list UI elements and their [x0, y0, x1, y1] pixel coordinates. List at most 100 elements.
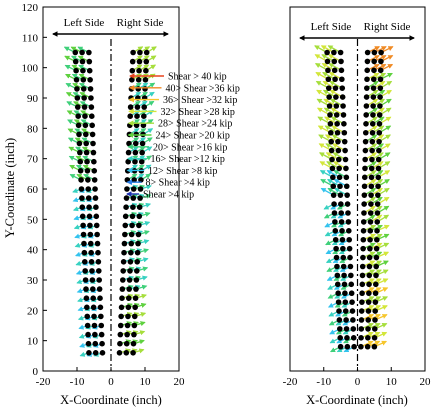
y-tick-label: 20	[27, 305, 39, 317]
fastener-dot	[138, 177, 144, 183]
fastener-dot	[129, 58, 136, 65]
fastener-dot	[80, 222, 86, 229]
fastener-dot	[363, 94, 370, 100]
fastener-dots-right	[324, 49, 384, 350]
fastener-dot	[135, 231, 142, 238]
fastener-dot	[324, 58, 331, 65]
x-tick-label: 0	[355, 376, 361, 388]
fastener-dot	[377, 67, 384, 74]
fastener-dot	[124, 186, 130, 192]
fastener-dot	[80, 86, 87, 92]
fastener-dot	[342, 308, 349, 314]
fastener-dot	[97, 304, 104, 311]
fastener-dot	[121, 240, 128, 247]
fastener-dot	[137, 195, 143, 201]
fastener-dot	[358, 326, 365, 332]
fastener-dot	[83, 140, 90, 147]
fastener-dot	[374, 236, 380, 243]
fastener-dot	[129, 77, 135, 83]
fastener-dot	[367, 219, 374, 225]
fastener-dot	[369, 147, 375, 154]
fastener-dot	[339, 228, 345, 234]
fastener-dot	[365, 335, 371, 341]
fastener-dot	[122, 222, 129, 229]
fastener-dot	[128, 86, 135, 92]
fastener-dot	[131, 331, 137, 338]
fastener-dot	[73, 77, 80, 83]
fastener-dot	[344, 343, 351, 350]
fastener-dot	[88, 259, 95, 265]
fastener-dot	[98, 313, 104, 320]
fastener-dot	[87, 222, 93, 229]
fastener-dot	[366, 272, 373, 279]
fastener-dot	[368, 201, 374, 207]
fastener-dot	[368, 183, 375, 190]
fastener-dot	[346, 245, 353, 252]
fastener-dot	[139, 149, 145, 156]
fastener-dot	[339, 76, 345, 83]
fastener-dot	[361, 174, 368, 181]
fastener-dot	[371, 67, 377, 74]
fastener-dot	[128, 249, 134, 256]
x-tick-label: -20	[283, 376, 298, 388]
fastener-dot	[343, 174, 350, 181]
fastener-dot	[349, 299, 355, 305]
fastener-dot	[80, 231, 87, 238]
fastener-dot	[339, 85, 346, 91]
fastener-dot	[96, 286, 103, 292]
fastener-dot	[369, 129, 376, 136]
fastener-dot	[362, 156, 368, 163]
legend-label: 32> Shear >28 kip	[161, 107, 235, 118]
fastener-dot	[330, 174, 336, 181]
left-chart: 0 10 20 30 40 50 60 70 80 90 100 110 120 -20 -10 0 10 20…	[3, 2, 240, 407]
fastener-dot	[368, 165, 375, 172]
fastener-dot	[336, 165, 342, 172]
fastener-dot	[340, 263, 347, 270]
fastener-dot	[326, 103, 333, 109]
fastener-dot	[365, 317, 372, 323]
fastener-dot	[359, 263, 366, 270]
fastener-dot	[361, 201, 367, 207]
y-tick-label: 40	[27, 245, 39, 257]
x-tick-label: -10	[316, 376, 331, 388]
fastener-dot	[129, 213, 136, 220]
fastener-dot	[350, 326, 357, 332]
fastener-dot	[86, 67, 93, 74]
fastener-dot	[82, 277, 89, 283]
legend-label: Shear >4 kip	[143, 190, 194, 201]
legend-label: 20> Shear >16 kip	[153, 142, 227, 153]
fastener-dot	[117, 322, 124, 329]
fastener-dot	[89, 131, 96, 138]
fastener-dot	[340, 103, 346, 109]
fastener-dot	[134, 249, 141, 256]
fastener-dot	[90, 295, 97, 302]
legend-label: 28> Shear >24 kip	[158, 119, 232, 130]
fastener-dot	[126, 140, 132, 147]
fastener-dot	[348, 281, 355, 288]
fastener-dot	[358, 308, 365, 314]
fastener-dot	[332, 76, 338, 83]
fastener-dot	[93, 222, 100, 229]
fastener-dot	[343, 317, 349, 323]
fastener-dot	[373, 263, 380, 270]
fastener-dot	[81, 259, 88, 265]
x-tick-label: 20	[174, 376, 186, 388]
legend-label: 24> Shear >20 kip	[156, 131, 230, 142]
fastener-dot	[337, 335, 344, 341]
fastener-dot	[125, 313, 131, 320]
fastener-dot	[375, 165, 382, 172]
fastener-dot	[345, 210, 351, 216]
fastener-dot	[325, 85, 332, 91]
fastener-dot	[84, 158, 90, 165]
fastener-dot	[377, 94, 383, 100]
fastener-dot	[373, 245, 380, 252]
fastener-dot	[334, 272, 341, 279]
fastener-dot	[142, 77, 149, 83]
fastener-dot	[366, 281, 372, 288]
fastener-dot	[360, 236, 367, 243]
fastener-dot	[332, 228, 339, 234]
fastener-dot	[84, 322, 91, 329]
fastener-dot	[127, 268, 133, 274]
fastener-dot	[377, 76, 384, 83]
